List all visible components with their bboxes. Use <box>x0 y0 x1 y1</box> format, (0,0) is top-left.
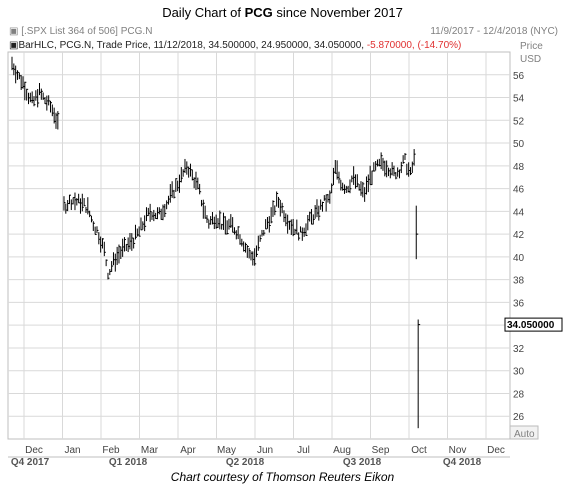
y-tick-label: 56 <box>513 71 525 82</box>
x-tick-label: Sep <box>372 445 390 456</box>
x-quarter-label: Q1 2018 <box>109 457 148 468</box>
study-label: ▣BarHLC, PCG.N, Trade Price, 11/12/2018,… <box>9 40 461 51</box>
y-tick-label: 42 <box>513 230 525 241</box>
x-axis: Dec Jan Feb Mar Apr May Jun Jul Aug Sep Oct Nov DecQ… <box>8 445 510 468</box>
y-tick-label: 54 <box>513 94 525 105</box>
y-tick-label: 26 <box>513 412 525 423</box>
y-tick-label: 48 <box>513 162 525 173</box>
y-tick-label: 40 <box>513 253 525 264</box>
x-tick-label: Oct <box>411 445 427 456</box>
x-tick-label: Nov <box>449 445 467 456</box>
y-tick-label: 50 <box>513 139 525 150</box>
auto-scale-label[interactable]: Auto <box>514 429 535 440</box>
y-tick-label: 38 <box>513 276 525 287</box>
x-tick-label: Dec <box>487 445 505 456</box>
x-quarter-label: Q3 2018 <box>343 457 382 468</box>
x-quarter-label: Q4 2018 <box>443 457 482 468</box>
last-price-label: 34.050000 <box>507 320 555 331</box>
y-tick-label: 28 <box>513 389 525 400</box>
x-tick-label: Aug <box>333 445 351 456</box>
x-tick-label: Jul <box>297 445 310 456</box>
x-tick-label: Apr <box>180 445 196 456</box>
x-tick-label: Dec <box>25 445 43 456</box>
y-tick-label: 44 <box>513 207 525 218</box>
grid-lines <box>8 52 510 439</box>
x-quarter-label: Q2 2018 <box>226 457 265 468</box>
x-tick-label: Feb <box>102 445 120 456</box>
chart-caption: Chart courtesy of Thomson Reuters Eikon <box>170 470 395 484</box>
x-tick-label: Mar <box>141 445 159 456</box>
x-quarter-label: Q4 2017 <box>11 457 50 468</box>
currency-label: USD <box>520 54 541 65</box>
plot-area <box>7 51 511 440</box>
x-tick-label: Jan <box>64 445 80 456</box>
date-range-label: 11/9/2017 - 12/4/2018 (NYC) <box>430 26 558 37</box>
last-price-box <box>504 317 563 332</box>
y-tick-label: 32 <box>513 344 525 355</box>
y-axis: 26283032343638404244464850525456 <box>513 71 525 423</box>
x-tick-label: Jun <box>257 445 273 456</box>
y-tick-label: 36 <box>513 298 525 309</box>
x-tick-label: May <box>217 445 236 456</box>
y-tick-label: 46 <box>513 185 525 196</box>
chart-list-label: ▣ [.SPX List 364 of 506] PCG.N <box>9 26 152 37</box>
auto-scale-button[interactable] <box>509 425 539 440</box>
chart-title: Daily Chart of PCG since November 2017 <box>162 5 403 20</box>
y-tick-label: 52 <box>513 116 525 127</box>
price-axis-title: Price <box>520 41 543 52</box>
price-bars <box>11 56 421 429</box>
ticker: PCG <box>244 5 273 20</box>
change-value: -5.870000, (-14.70%) <box>367 40 462 51</box>
y-tick-label: 30 <box>513 367 525 378</box>
